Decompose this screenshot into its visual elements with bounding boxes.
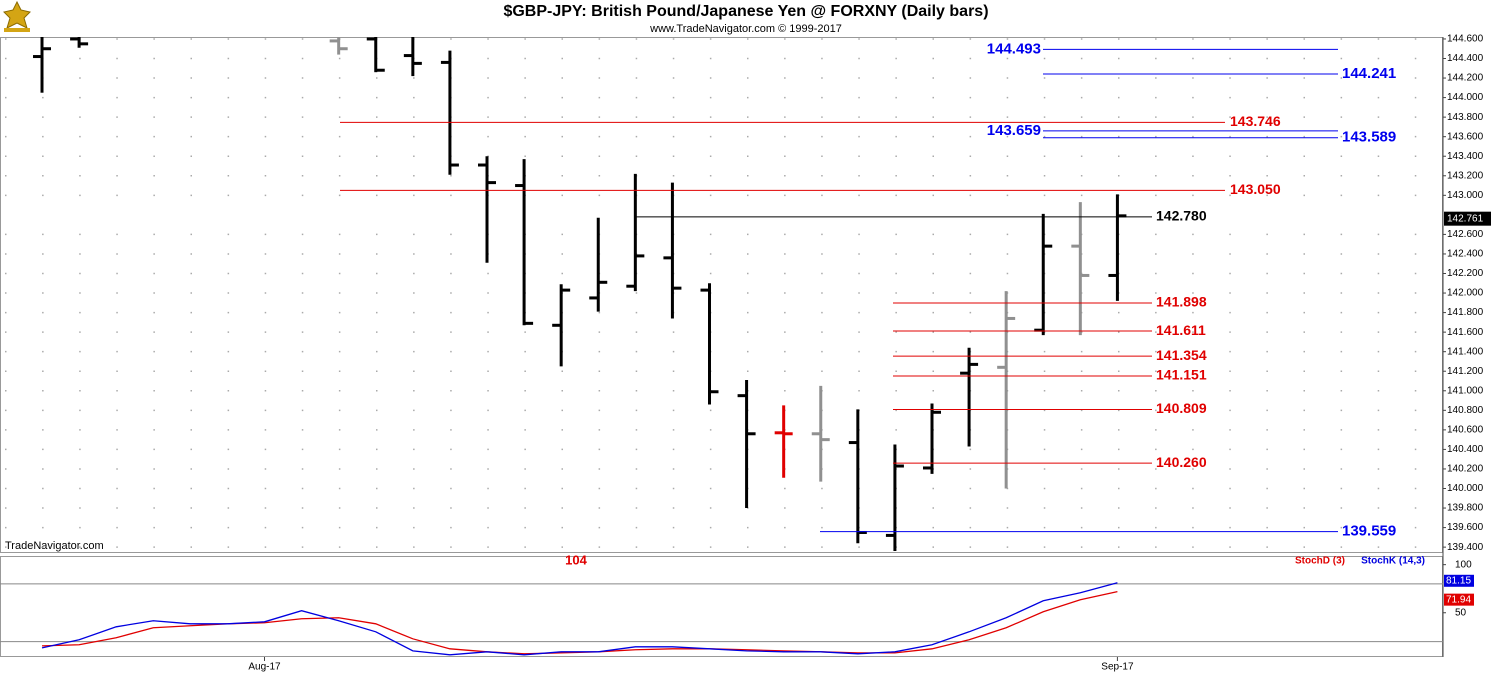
y-tick-label: 141.000 bbox=[1447, 385, 1484, 396]
y-tick-label: 142.600 bbox=[1447, 229, 1484, 240]
level-label: 141.611 bbox=[1156, 322, 1206, 338]
y-tick-label: 144.000 bbox=[1447, 92, 1484, 103]
chart-title: $GBP-JPY: British Pound/Japanese Yen @ F… bbox=[503, 3, 988, 20]
y-tick-label: 140.800 bbox=[1447, 405, 1484, 416]
annotation: 104 bbox=[565, 552, 587, 567]
y-tick-label: 143.000 bbox=[1447, 190, 1484, 201]
level-label: 143.659 bbox=[987, 122, 1041, 139]
level-label: 141.151 bbox=[1156, 367, 1207, 383]
level-label: 140.260 bbox=[1156, 454, 1207, 470]
stoch-plot bbox=[0, 582, 1443, 656]
level-label: 144.493 bbox=[987, 40, 1041, 57]
y-tick-label: 141.400 bbox=[1447, 346, 1484, 357]
y-tick-label: 140.400 bbox=[1447, 444, 1484, 455]
y-tick-label: 143.800 bbox=[1447, 112, 1484, 123]
x-tick-label: Sep-17 bbox=[1101, 662, 1134, 673]
y-tick-label: 100 bbox=[1455, 559, 1472, 570]
y-tick-label: 141.800 bbox=[1447, 307, 1484, 318]
level-label: 142.780 bbox=[1156, 208, 1207, 224]
y-tick-label: 142.400 bbox=[1447, 249, 1484, 260]
level-label: 139.559 bbox=[1342, 523, 1396, 540]
last-value-box bbox=[1444, 211, 1491, 226]
y-tick-label: 50 bbox=[1455, 607, 1467, 618]
logo bbox=[3, 0, 31, 32]
y-tick-label: 139.400 bbox=[1447, 542, 1484, 553]
y-tick-label: 139.600 bbox=[1447, 522, 1484, 533]
level-label: 143.589 bbox=[1342, 129, 1396, 146]
y-tick-label: 144.600 bbox=[1447, 34, 1484, 45]
y-tick-label: 139.800 bbox=[1447, 503, 1484, 514]
y-tick-label: 144.200 bbox=[1447, 73, 1484, 84]
last-value-box bbox=[1444, 574, 1474, 587]
chart-subtitle: www.TradeNavigator.com © 1999-2017 bbox=[649, 23, 842, 35]
stoch-line bbox=[41, 582, 1118, 656]
last-value-label: 71.94 bbox=[1446, 594, 1471, 605]
level-label: 141.898 bbox=[1156, 294, 1207, 310]
y-tick-label: 141.200 bbox=[1447, 366, 1484, 377]
y-tick-label: 143.200 bbox=[1447, 170, 1484, 181]
price-plot bbox=[5, 37, 1443, 552]
y-tick-label: 140.600 bbox=[1447, 425, 1484, 436]
y-tick-label: 140.000 bbox=[1447, 483, 1484, 494]
legend-entry: StochK (14,3) bbox=[1361, 556, 1425, 567]
last-value-label: 81.15 bbox=[1446, 575, 1471, 586]
level-label: 143.746 bbox=[1230, 113, 1281, 129]
last-value-box bbox=[1444, 593, 1474, 606]
y-tick-label: 141.600 bbox=[1447, 327, 1484, 338]
y-tick-label: 142.200 bbox=[1447, 268, 1484, 279]
level-label: 143.050 bbox=[1230, 181, 1281, 197]
level-label: 144.241 bbox=[1342, 65, 1396, 82]
last-value-label: 142.761 bbox=[1447, 213, 1484, 224]
level-label: 141.354 bbox=[1156, 347, 1207, 363]
x-tick-label: Aug-17 bbox=[248, 662, 281, 673]
y-tick-label: 143.400 bbox=[1447, 151, 1484, 162]
watermark: TradeNavigator.com bbox=[5, 540, 104, 552]
y-tick-label: 143.600 bbox=[1447, 131, 1484, 142]
legend-entry: StochD (3) bbox=[1295, 556, 1345, 567]
level-label: 140.809 bbox=[1156, 400, 1207, 416]
y-tick-label: 144.400 bbox=[1447, 53, 1484, 64]
y-tick-label: 140.200 bbox=[1447, 464, 1484, 475]
y-tick-label: 142.000 bbox=[1447, 288, 1484, 299]
